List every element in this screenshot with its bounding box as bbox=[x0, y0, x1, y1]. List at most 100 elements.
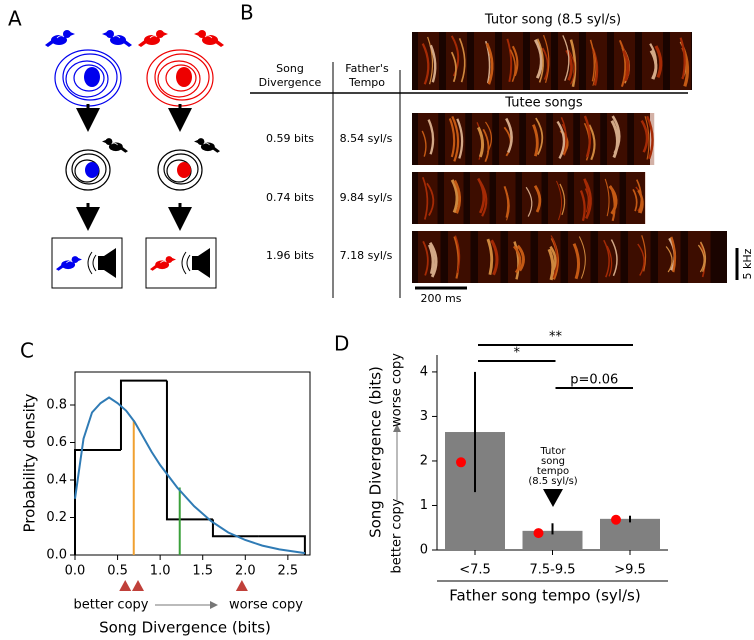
spectrogram-streak bbox=[649, 43, 658, 80]
spectrogram-band bbox=[574, 172, 594, 224]
spectrogram-streak bbox=[535, 117, 544, 156]
nest bbox=[65, 149, 203, 191]
median-dot bbox=[533, 528, 544, 539]
spectrogram-streak bbox=[550, 235, 558, 279]
spectrogram-band bbox=[538, 231, 561, 283]
annotation: better copy bbox=[74, 598, 149, 613]
spectrogram-streak bbox=[556, 180, 563, 221]
spectrogram-band bbox=[548, 172, 568, 224]
y-tick-label: 0.4 bbox=[46, 473, 67, 488]
bird bbox=[194, 137, 220, 154]
tutor-pointer bbox=[543, 489, 563, 507]
spectrogram-band bbox=[586, 32, 607, 90]
spectrogram-streak bbox=[422, 176, 429, 220]
spectrogram-band bbox=[658, 231, 681, 283]
y-tick-label: 0 bbox=[420, 543, 428, 558]
spectrogram-streak bbox=[525, 186, 533, 217]
spectrogram-streak bbox=[583, 115, 591, 158]
tutor-note: tempo bbox=[537, 466, 569, 477]
bird bbox=[138, 29, 168, 48]
y-axis-label: Probability density bbox=[21, 393, 39, 532]
spectrogram-band bbox=[553, 113, 574, 165]
density-curve bbox=[74, 396, 306, 555]
panel-b: Tutor song (8.5 syl/s) Song Divergence F… bbox=[250, 13, 754, 305]
spectrogram-streak bbox=[451, 115, 460, 162]
x-axis-label: Father song tempo (syl/s) bbox=[449, 587, 640, 605]
spectrogram-streak bbox=[609, 185, 616, 222]
column-header: Tempo bbox=[348, 76, 385, 89]
spectrogram-streak bbox=[622, 50, 630, 82]
playback-box bbox=[145, 237, 217, 289]
spectrogram-band bbox=[470, 172, 490, 224]
spectrogram-streak bbox=[562, 35, 570, 82]
spectrogram-streak bbox=[584, 188, 590, 215]
spectrogram-streak bbox=[547, 248, 555, 281]
spectrogram-band bbox=[634, 113, 655, 165]
spectrogram-band bbox=[472, 113, 493, 165]
y-tick-label: 4 bbox=[420, 364, 428, 379]
y-tick-label: 1 bbox=[420, 498, 428, 513]
speaker bbox=[98, 248, 116, 278]
spectrogram-streak bbox=[427, 36, 434, 85]
spectrogram-streak bbox=[588, 124, 596, 161]
spectrogram-streak bbox=[485, 42, 494, 85]
tutor-note: Tutor bbox=[539, 446, 566, 457]
spectrogram-streak bbox=[458, 37, 466, 83]
spectrogram-band bbox=[474, 32, 495, 90]
spectrogram-streak bbox=[450, 179, 459, 214]
spectrograms bbox=[412, 32, 727, 283]
cell: 8.54 syl/s bbox=[340, 132, 393, 145]
freq-scale-label: 5 kHz bbox=[741, 248, 754, 279]
x-tick-label: 7.5-9.5 bbox=[529, 563, 575, 578]
spectrogram-streak bbox=[505, 117, 513, 153]
spectrogram-streak bbox=[611, 115, 621, 154]
y-tick-label: 0.0 bbox=[46, 548, 67, 563]
cell: 0.59 bits bbox=[266, 132, 314, 145]
tutor-note: (8.5 syl/s) bbox=[528, 476, 577, 487]
spectrogram-band bbox=[499, 113, 520, 165]
y-tick-label: 3 bbox=[420, 409, 428, 424]
tutor-note: song bbox=[541, 456, 565, 467]
time-scale-label: 200 ms bbox=[421, 292, 462, 305]
spectrogram-streak bbox=[484, 121, 492, 153]
bird bbox=[45, 29, 75, 48]
x-tick-label: >9.5 bbox=[614, 563, 646, 578]
annotation: better copy bbox=[390, 498, 405, 573]
histogram-bin bbox=[119, 379, 167, 450]
spectrogram-streak bbox=[556, 120, 566, 159]
spectrogram-band bbox=[614, 32, 635, 90]
playback-box bbox=[51, 237, 123, 289]
spectrogram-band bbox=[446, 32, 467, 90]
y-tick-label: 2 bbox=[420, 453, 428, 468]
spectrogram-streak bbox=[560, 117, 567, 154]
spectrogram-streak bbox=[679, 37, 686, 80]
panel-label: B bbox=[240, 1, 254, 25]
spectrogram-band bbox=[600, 172, 620, 224]
spectrogram-band bbox=[508, 231, 531, 283]
spectrogram-band bbox=[670, 32, 691, 90]
spectrogram-streak bbox=[610, 120, 619, 159]
spectrogram-streak bbox=[632, 188, 638, 212]
egg bbox=[176, 67, 192, 87]
spectrogram-band bbox=[642, 32, 663, 90]
bird bbox=[102, 29, 132, 48]
bird bbox=[102, 137, 128, 154]
cell: 1.96 bits bbox=[266, 249, 314, 262]
example-marker bbox=[132, 580, 145, 591]
spectrogram-streak bbox=[490, 239, 499, 276]
spectrogram-streak bbox=[503, 185, 510, 218]
annotation: worse copy bbox=[229, 598, 303, 613]
spectrogram-streak bbox=[536, 38, 544, 83]
spectrogram-streak bbox=[606, 245, 613, 277]
spectrogram-streak bbox=[637, 243, 645, 276]
egg bbox=[177, 162, 191, 178]
spectrogram-streak bbox=[532, 124, 539, 157]
cell: 9.84 syl/s bbox=[340, 191, 393, 204]
significance-label: * bbox=[514, 346, 521, 361]
median-dot bbox=[611, 514, 621, 525]
spectrogram-band bbox=[628, 231, 651, 283]
spectrogram-band bbox=[418, 231, 441, 283]
column-header: Song bbox=[276, 62, 304, 75]
spectrogram-band bbox=[607, 113, 628, 165]
spectrogram-streak bbox=[699, 241, 707, 272]
